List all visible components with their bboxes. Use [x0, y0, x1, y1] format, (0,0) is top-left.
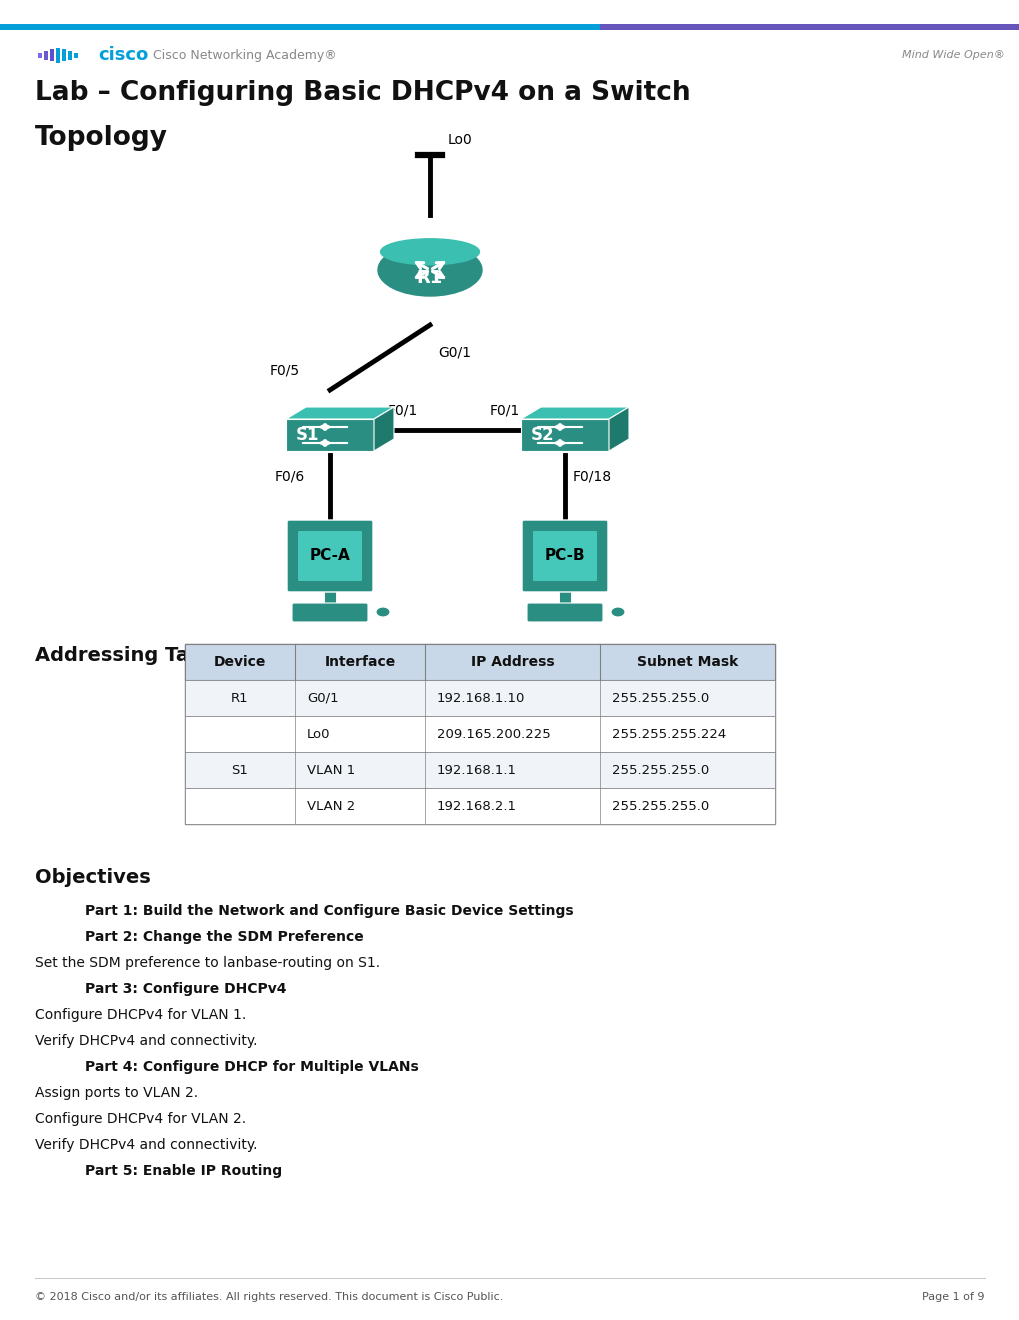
FancyBboxPatch shape — [44, 50, 48, 59]
Text: Lo0: Lo0 — [447, 133, 472, 147]
Text: 255.255.255.0: 255.255.255.0 — [611, 763, 708, 776]
Text: F0/6: F0/6 — [275, 470, 305, 484]
Text: 209.165.200.225: 209.165.200.225 — [436, 727, 550, 741]
Text: Part 4: Configure DHCP for Multiple VLANs: Part 4: Configure DHCP for Multiple VLAN… — [85, 1060, 419, 1074]
Polygon shape — [608, 407, 629, 451]
FancyBboxPatch shape — [68, 50, 72, 59]
FancyBboxPatch shape — [0, 24, 1019, 30]
Text: Part 3: Configure DHCPv4: Part 3: Configure DHCPv4 — [85, 982, 286, 997]
Text: 192.168.1.10: 192.168.1.10 — [436, 692, 525, 705]
Text: Subnet Mask: Subnet Mask — [636, 655, 738, 669]
Ellipse shape — [378, 244, 482, 296]
Text: F0/1: F0/1 — [387, 403, 418, 417]
Text: Verify DHCPv4 and connectivity.: Verify DHCPv4 and connectivity. — [35, 1138, 257, 1152]
FancyBboxPatch shape — [184, 680, 774, 715]
FancyBboxPatch shape — [286, 520, 373, 591]
Text: Page 1 of 9: Page 1 of 9 — [921, 1292, 984, 1302]
Text: Configure DHCPv4 for VLAN 1.: Configure DHCPv4 for VLAN 1. — [35, 1008, 246, 1022]
Text: Verify DHCPv4 and connectivity.: Verify DHCPv4 and connectivity. — [35, 1034, 257, 1048]
Text: VLAN 1: VLAN 1 — [307, 763, 355, 776]
Text: Part 5: Enable IP Routing: Part 5: Enable IP Routing — [85, 1164, 282, 1177]
Text: F0/5: F0/5 — [270, 363, 300, 378]
Ellipse shape — [610, 607, 625, 616]
Text: Interface: Interface — [324, 655, 395, 669]
FancyBboxPatch shape — [184, 752, 774, 788]
Text: S2: S2 — [531, 426, 554, 444]
Text: Lo0: Lo0 — [307, 727, 330, 741]
FancyBboxPatch shape — [62, 49, 66, 61]
Text: cisco: cisco — [98, 46, 148, 63]
Text: Device: Device — [214, 655, 266, 669]
FancyBboxPatch shape — [184, 788, 774, 824]
Ellipse shape — [380, 239, 479, 265]
FancyBboxPatch shape — [184, 715, 774, 752]
Polygon shape — [521, 418, 608, 451]
FancyBboxPatch shape — [522, 520, 607, 591]
FancyBboxPatch shape — [56, 48, 60, 62]
Text: G0/1: G0/1 — [437, 345, 471, 359]
Text: R1: R1 — [417, 269, 442, 286]
FancyBboxPatch shape — [50, 49, 54, 61]
Text: 192.168.2.1: 192.168.2.1 — [436, 800, 517, 813]
Text: 255.255.255.224: 255.255.255.224 — [611, 727, 726, 741]
Polygon shape — [521, 407, 629, 418]
Text: F0/1: F0/1 — [489, 403, 520, 417]
Text: IP Address: IP Address — [470, 655, 553, 669]
Text: 192.168.1.1: 192.168.1.1 — [436, 763, 517, 776]
Text: Set the SDM preference to lanbase-routing on S1.: Set the SDM preference to lanbase-routin… — [35, 956, 380, 970]
Text: PC-A: PC-A — [310, 549, 351, 564]
Text: Lab – Configuring Basic DHCPv4 on a Switch: Lab – Configuring Basic DHCPv4 on a Swit… — [35, 81, 690, 106]
Text: 255.255.255.0: 255.255.255.0 — [611, 800, 708, 813]
Text: S1: S1 — [231, 763, 249, 776]
Text: 255.255.255.0: 255.255.255.0 — [611, 692, 708, 705]
Text: R1: R1 — [231, 692, 249, 705]
FancyBboxPatch shape — [0, 24, 599, 30]
FancyBboxPatch shape — [527, 603, 602, 622]
Text: © 2018 Cisco and/or its affiliates. All rights reserved. This document is Cisco : © 2018 Cisco and/or its affiliates. All … — [35, 1292, 503, 1302]
FancyBboxPatch shape — [74, 53, 77, 58]
FancyBboxPatch shape — [298, 531, 362, 581]
FancyBboxPatch shape — [38, 53, 42, 58]
Polygon shape — [285, 418, 374, 451]
Text: G0/1: G0/1 — [307, 692, 338, 705]
FancyBboxPatch shape — [291, 603, 368, 622]
FancyBboxPatch shape — [533, 531, 596, 581]
Text: Mind Wide Open®: Mind Wide Open® — [901, 50, 1004, 59]
Polygon shape — [285, 407, 393, 418]
Text: Cisco Networking Academy®: Cisco Networking Academy® — [153, 49, 336, 62]
Text: Part 2: Change the SDM Preference: Part 2: Change the SDM Preference — [85, 931, 364, 944]
Text: Addressing Table: Addressing Table — [35, 645, 223, 665]
Polygon shape — [374, 407, 393, 451]
Text: Topology: Topology — [35, 125, 168, 150]
Text: F0/18: F0/18 — [573, 470, 611, 484]
Text: Objectives: Objectives — [35, 869, 151, 887]
Ellipse shape — [376, 607, 389, 616]
FancyBboxPatch shape — [184, 644, 774, 824]
Text: PC-B: PC-B — [544, 549, 585, 564]
Text: Part 1: Build the Network and Configure Basic Device Settings: Part 1: Build the Network and Configure … — [85, 904, 573, 917]
Text: S1: S1 — [296, 426, 319, 444]
Text: VLAN 2: VLAN 2 — [307, 800, 355, 813]
Text: Configure DHCPv4 for VLAN 2.: Configure DHCPv4 for VLAN 2. — [35, 1111, 246, 1126]
Text: Assign ports to VLAN 2.: Assign ports to VLAN 2. — [35, 1086, 198, 1100]
FancyBboxPatch shape — [184, 644, 774, 680]
